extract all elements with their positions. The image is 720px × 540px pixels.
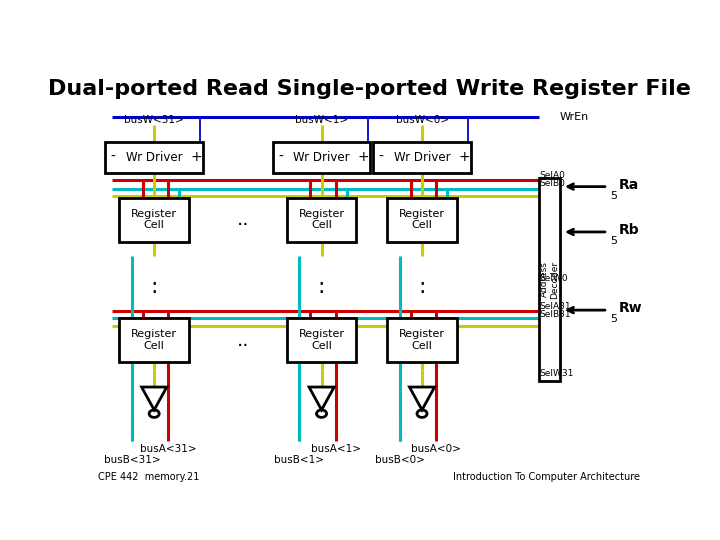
Text: SelA0: SelA0 xyxy=(540,171,566,180)
Text: SelB0: SelB0 xyxy=(540,179,566,188)
Text: busA<1>: busA<1> xyxy=(310,444,361,455)
Text: Wr Driver: Wr Driver xyxy=(126,151,182,164)
Text: :: : xyxy=(318,277,325,297)
Text: Wr Driver: Wr Driver xyxy=(293,151,350,164)
Bar xyxy=(287,198,356,241)
Text: +: + xyxy=(358,150,369,164)
Text: -: - xyxy=(111,150,116,164)
Bar xyxy=(387,319,457,362)
Bar xyxy=(539,178,560,381)
Bar xyxy=(120,319,189,362)
Bar xyxy=(287,319,356,362)
Bar xyxy=(273,141,370,173)
Text: 5: 5 xyxy=(611,314,618,324)
Text: -: - xyxy=(379,150,384,164)
Text: +: + xyxy=(191,150,202,164)
Bar xyxy=(387,198,457,241)
Text: :: : xyxy=(150,277,158,297)
Text: 5: 5 xyxy=(611,191,618,201)
Text: busW<0>: busW<0> xyxy=(395,115,449,125)
Text: busW<31>: busW<31> xyxy=(125,115,184,125)
Text: Register
Cell: Register Cell xyxy=(299,329,345,351)
Text: busW<1>: busW<1> xyxy=(295,115,348,125)
Text: Introduction To Computer Architecture: Introduction To Computer Architecture xyxy=(453,472,639,482)
Text: SelW0: SelW0 xyxy=(540,274,568,283)
Text: Rb: Rb xyxy=(619,223,639,237)
Text: busB<1>: busB<1> xyxy=(274,455,324,465)
Text: busB<0>: busB<0> xyxy=(374,455,425,465)
Text: Dual-ported Read Single-ported Write Register File: Dual-ported Read Single-ported Write Reg… xyxy=(48,79,690,99)
Text: :: : xyxy=(418,277,426,297)
Text: busA<31>: busA<31> xyxy=(140,444,197,455)
Bar xyxy=(105,141,203,173)
Text: ..: .. xyxy=(237,210,250,229)
Text: Register
Cell: Register Cell xyxy=(299,209,345,231)
Text: Rw: Rw xyxy=(619,301,643,315)
Bar xyxy=(120,198,189,241)
Text: WrEn: WrEn xyxy=(559,112,589,122)
Bar xyxy=(373,141,471,173)
Text: +: + xyxy=(459,150,470,164)
Text: busB<31>: busB<31> xyxy=(104,455,160,465)
Text: Register
Cell: Register Cell xyxy=(131,329,177,351)
Text: Register
Cell: Register Cell xyxy=(131,209,177,231)
Text: SelW31: SelW31 xyxy=(540,369,574,378)
Text: -: - xyxy=(278,150,283,164)
Text: SelB31: SelB31 xyxy=(540,310,572,319)
Text: Address
Decoder: Address Decoder xyxy=(540,260,559,299)
Text: Wr Driver: Wr Driver xyxy=(394,151,450,164)
Text: SelA31: SelA31 xyxy=(540,302,572,311)
Text: ..: .. xyxy=(237,331,250,350)
Text: Register
Cell: Register Cell xyxy=(399,209,445,231)
Text: busA<0>: busA<0> xyxy=(411,444,461,455)
Text: 5: 5 xyxy=(611,236,618,246)
Text: Register
Cell: Register Cell xyxy=(399,329,445,351)
Text: Ra: Ra xyxy=(619,178,639,192)
Text: CPE 442  memory.21: CPE 442 memory.21 xyxy=(99,472,199,482)
